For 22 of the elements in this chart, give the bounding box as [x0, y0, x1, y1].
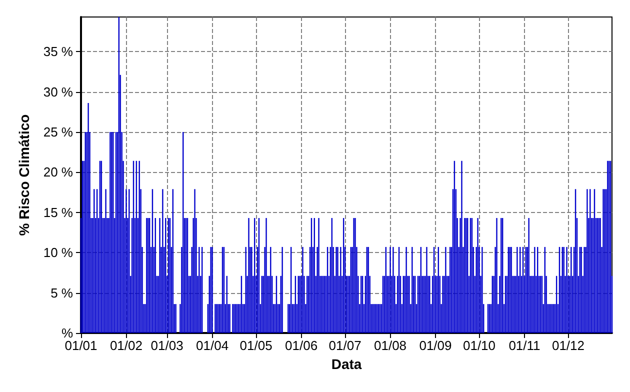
y-tick-label: 25 % — [43, 124, 74, 140]
y-tick-label: 35 % — [43, 44, 74, 60]
x-tick-label: 01/01 — [64, 338, 98, 353]
x-tick-label: 01/10 — [462, 338, 496, 353]
x-tick-label: 01/12 — [552, 338, 585, 353]
x-tick-label: 01/09 — [419, 338, 452, 353]
x-tick-label: 01/07 — [328, 338, 362, 353]
x-axis-title: Data — [331, 356, 362, 372]
y-tick-label: 30 % — [43, 84, 74, 100]
x-tick-label: 01/05 — [240, 338, 272, 353]
y-tick-label: 10 % — [43, 245, 74, 260]
y-axis-title: % Risco Climático — [16, 114, 32, 236]
x-tick-label: 01/11 — [508, 338, 540, 353]
y-tick-label: % — [61, 326, 74, 340]
y-tick-label: 5 % — [50, 285, 74, 300]
y-tick-label: 15 % — [43, 204, 74, 220]
x-tick-label: 01/02 — [110, 338, 142, 353]
x-tick-label: 01/08 — [374, 338, 407, 353]
x-tick-label: 01/04 — [196, 338, 229, 353]
x-tick-label: 01/06 — [285, 338, 318, 353]
y-tick-label: 20 % — [43, 164, 74, 180]
x-tick-label: 01/03 — [150, 338, 184, 353]
